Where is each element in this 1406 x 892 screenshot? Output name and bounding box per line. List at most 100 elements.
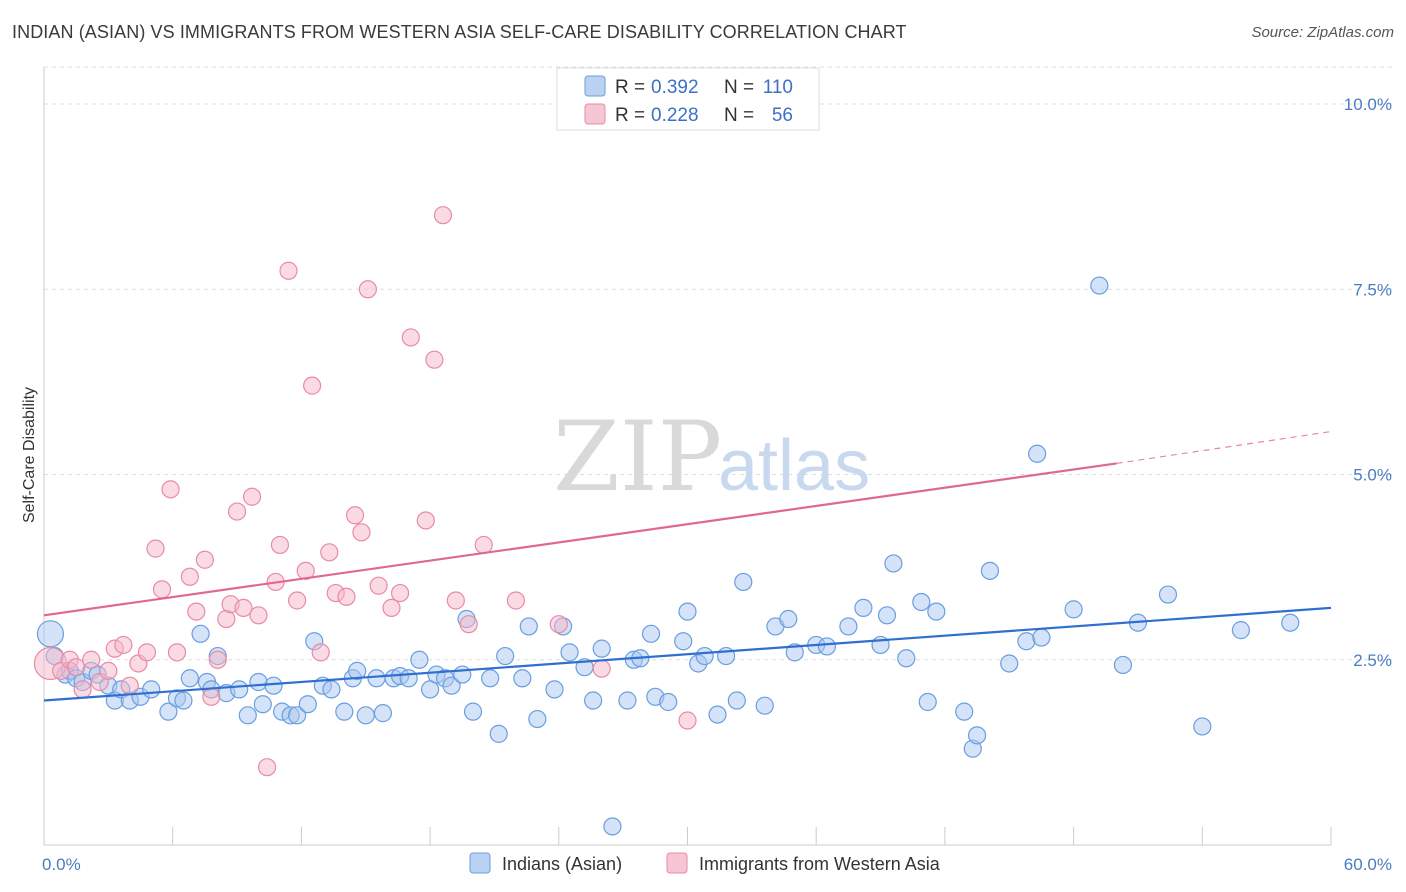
point-indians: [839, 617, 858, 636]
point-western-asia: [208, 650, 227, 669]
point-western-asia: [227, 502, 247, 521]
point-indians: [519, 617, 538, 636]
point-western-asia: [152, 580, 172, 599]
legend-top: R = 0.392 N = 110 R = 0.228 N = 56: [556, 67, 820, 131]
point-indians: [249, 672, 268, 692]
point-indians: [1281, 613, 1300, 632]
point-indians: [912, 592, 931, 612]
point-indians: [399, 669, 418, 688]
point-western-asia: [311, 643, 330, 662]
point-indians: [335, 702, 354, 721]
point-indians: [734, 572, 753, 592]
point-indians: [230, 680, 249, 699]
point-indians: [253, 695, 272, 714]
legend-bottom-swatch-indians: [469, 852, 491, 874]
point-indians: [356, 706, 375, 725]
point-indians: [367, 669, 386, 688]
y-tick-label: 10.0%: [1344, 95, 1392, 114]
x-tick-label: 60.0%: [1344, 855, 1392, 874]
point-indians: [513, 669, 532, 688]
point-indians: [288, 706, 307, 725]
point-indians: [1113, 655, 1133, 675]
point-western-asia: [288, 591, 307, 610]
point-western-asia: [369, 576, 388, 595]
point-western-asia: [279, 261, 298, 280]
point-indians: [695, 646, 714, 666]
point-indians: [727, 691, 746, 710]
point-indians: [755, 696, 774, 715]
axes: [43, 67, 1332, 846]
point-western-asia: [249, 606, 268, 625]
point-indians: [603, 817, 622, 836]
point-indians: [877, 606, 897, 625]
point-western-asia: [345, 506, 365, 525]
point-western-asia: [506, 591, 526, 610]
point-western-asia: [146, 539, 165, 558]
point-indians: [967, 726, 987, 745]
point-indians: [442, 676, 461, 695]
legend-n-label-indians: N =: [724, 77, 754, 98]
point-indians: [659, 692, 678, 712]
point-western-asia: [303, 376, 322, 395]
point-indians: [496, 646, 515, 666]
point-indians: [708, 705, 727, 724]
legend-bottom-label-western-asia: Immigrants from Western Asia: [699, 854, 941, 874]
point-western-asia: [433, 206, 453, 225]
legend-n-value-western-asia: 56: [772, 105, 793, 126]
legend-bottom-swatch-western-asia: [666, 852, 688, 874]
point-indians: [560, 643, 579, 662]
point-indians: [1231, 621, 1251, 640]
point-indians: [264, 676, 283, 695]
point-western-asia: [137, 643, 157, 662]
point-western-asia: [352, 523, 371, 542]
y-tick-label: 7.5%: [1353, 280, 1392, 299]
point-western-asia: [242, 487, 262, 506]
point-western-asia: [67, 658, 86, 677]
point-western-asia: [270, 535, 290, 555]
point-indians: [779, 609, 798, 629]
chart-title: INDIAN (ASIAN) VS IMMIGRANTS FROM WESTER…: [12, 22, 907, 42]
point-western-asia: [678, 711, 697, 730]
point-indians: [927, 602, 946, 621]
point-western-asia: [459, 615, 478, 634]
legend-bottom: Indians (Asian) Immigrants from Western …: [469, 852, 941, 874]
point-indians: [1193, 717, 1212, 736]
point-indians: [854, 598, 873, 617]
legend-bottom-label-indians: Indians (Asian): [502, 854, 622, 874]
y-tick-labels: 2.5% 5.0% 7.5% 10.0%: [1344, 95, 1392, 670]
watermark-atlas: atlas: [718, 426, 870, 506]
point-western-asia: [382, 598, 401, 617]
x-tick-label: 0.0%: [42, 855, 81, 874]
point-indians: [678, 602, 697, 621]
point-indians: [453, 665, 472, 684]
data-points: [33, 206, 1300, 836]
point-indians: [410, 650, 429, 669]
legend-r-label-indians: R =: [615, 77, 645, 98]
point-indians: [348, 661, 367, 680]
point-indians: [174, 691, 193, 710]
point-indians: [1000, 654, 1019, 673]
legend-n-value-indians: 110: [763, 77, 793, 98]
point-western-asia: [320, 543, 339, 562]
point-western-asia: [401, 328, 420, 347]
point-indians: [884, 554, 903, 573]
point-western-asia: [161, 480, 180, 499]
point-western-asia: [416, 511, 435, 530]
point-indians: [373, 704, 393, 723]
trend-lines: [43, 430, 1332, 702]
point-indians: [641, 624, 661, 643]
point-indians: [1090, 276, 1109, 295]
legend-r-value-western-asia: 0.228: [651, 105, 699, 126]
point-indians: [785, 643, 804, 662]
point-western-asia: [425, 350, 444, 369]
point-western-asia: [549, 615, 568, 634]
point-indians: [489, 724, 508, 743]
y-tick-label: 5.0%: [1353, 466, 1392, 485]
watermark-zip: ZIP: [553, 401, 722, 513]
trend-line-western-asia-extension: [1116, 430, 1332, 465]
point-indians: [481, 669, 500, 688]
point-indians: [463, 702, 483, 721]
point-indians: [1032, 628, 1051, 647]
legend-swatch-indians: [584, 75, 606, 97]
